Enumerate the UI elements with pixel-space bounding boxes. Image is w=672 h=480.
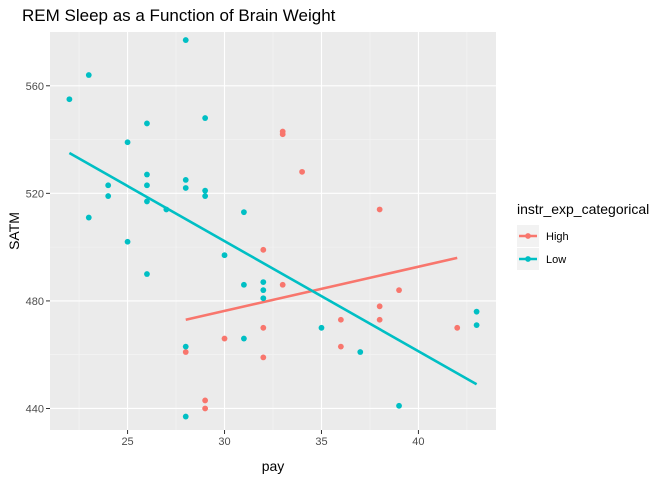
- data-point-low: [144, 271, 150, 277]
- x-tick-label: 40: [412, 436, 424, 448]
- data-point-low: [144, 182, 150, 189]
- data-point-low: [473, 308, 480, 315]
- data-point-high: [221, 335, 228, 342]
- data-point-low: [144, 171, 150, 178]
- data-point-high: [260, 354, 267, 361]
- legend-point-high: [525, 233, 531, 239]
- data-point-low: [473, 322, 480, 329]
- data-point-high: [279, 281, 286, 288]
- data-point-low: [202, 187, 209, 194]
- data-point-low: [202, 193, 209, 199]
- data-point-high: [260, 324, 267, 331]
- x-axis-title: pay: [262, 458, 285, 474]
- legend-label-low: Low: [546, 254, 566, 266]
- data-point-high: [337, 316, 344, 323]
- data-point-low: [182, 37, 189, 43]
- data-point-low: [66, 96, 73, 103]
- data-point-low: [241, 335, 247, 342]
- data-point-low: [124, 139, 131, 146]
- y-tick-label: 560: [26, 81, 44, 93]
- data-point-high: [279, 131, 286, 138]
- data-point-low: [182, 185, 189, 191]
- data-point-low: [182, 343, 189, 350]
- legend-title: instr_exp_categorical: [517, 201, 649, 217]
- data-point-high: [202, 397, 209, 404]
- data-point-low: [105, 193, 112, 199]
- data-point-low: [241, 281, 247, 288]
- y-axis: 440 480 520 560: [26, 81, 50, 415]
- legend-point-low: [525, 256, 531, 262]
- data-point-low: [85, 214, 92, 221]
- data-point-low: [85, 72, 92, 78]
- data-point-low: [182, 177, 189, 183]
- y-tick-label: 440: [26, 403, 44, 415]
- data-point-high: [260, 246, 267, 253]
- data-point-high: [299, 168, 305, 175]
- data-points: [66, 37, 480, 420]
- chart-title: REM Sleep as a Function of Brain Weight: [22, 6, 336, 25]
- legend-label-high: High: [546, 231, 569, 243]
- data-point-low: [221, 252, 228, 259]
- data-point-low: [163, 206, 170, 213]
- x-axis: 25 30 35 40: [121, 430, 425, 448]
- x-tick-label: 25: [121, 436, 133, 448]
- data-point-high: [396, 287, 402, 294]
- legend-items: High Low: [517, 225, 569, 270]
- data-point-low: [241, 209, 247, 216]
- grid-minor: [50, 32, 496, 430]
- trend-line-low: [68, 151, 478, 386]
- x-tick-label: 35: [315, 436, 327, 448]
- data-point-low: [144, 120, 150, 127]
- trend-line-high: [185, 256, 458, 322]
- data-point-high: [376, 316, 383, 323]
- data-point-high: [454, 324, 461, 331]
- data-point-low: [105, 182, 112, 189]
- data-point-high: [376, 303, 383, 310]
- data-point-low: [396, 402, 402, 409]
- data-point-high: [337, 343, 344, 350]
- data-point-low: [182, 413, 189, 420]
- fit-lines: [68, 151, 478, 386]
- data-point-low: [260, 287, 267, 294]
- data-point-low: [124, 238, 131, 245]
- x-tick-label: 30: [218, 436, 230, 448]
- y-tick-label: 520: [26, 188, 44, 200]
- data-point-high: [202, 405, 209, 412]
- data-point-low: [144, 198, 150, 205]
- data-point-low: [260, 295, 267, 302]
- data-point-low: [318, 324, 325, 331]
- data-point-low: [202, 115, 209, 121]
- y-tick-label: 480: [26, 296, 44, 308]
- data-point-high: [376, 206, 383, 213]
- data-point-low: [260, 279, 267, 285]
- legend: instr_exp_categorical High Low: [517, 201, 649, 270]
- y-axis-title: SATM: [6, 212, 22, 250]
- data-point-high: [182, 349, 189, 355]
- data-point-low: [357, 349, 364, 355]
